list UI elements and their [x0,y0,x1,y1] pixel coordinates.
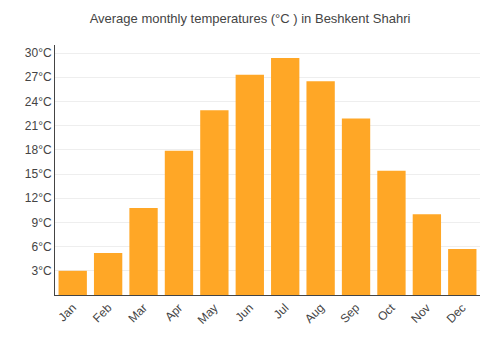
svg-text:May: May [195,301,221,327]
svg-text:Sep: Sep [337,301,362,326]
svg-text:12°C: 12°C [25,191,52,205]
svg-text:Mar: Mar [125,301,150,326]
svg-text:18°C: 18°C [25,143,52,157]
svg-text:Apr: Apr [162,301,185,324]
svg-text:Dec: Dec [444,301,469,326]
svg-text:30°C: 30°C [25,46,52,60]
svg-text:Jul: Jul [271,301,292,322]
svg-text:Oct: Oct [375,300,399,324]
svg-text:15°C: 15°C [25,167,52,181]
svg-text:Aug: Aug [302,301,327,326]
svg-text:Nov: Nov [408,301,433,326]
svg-text:Feb: Feb [90,301,115,326]
svg-text:Jan: Jan [55,301,79,325]
svg-text:6°C: 6°C [31,240,51,254]
svg-text:24°C: 24°C [25,95,52,109]
svg-text:Jun: Jun [233,301,257,325]
svg-text:3°C: 3°C [31,264,51,278]
svg-text:27°C: 27°C [25,70,52,84]
svg-text:9°C: 9°C [31,216,51,230]
svg-text:21°C: 21°C [25,119,52,133]
svg-text:Average monthly temperatures (: Average monthly temperatures (°C ) in Be… [90,11,411,26]
